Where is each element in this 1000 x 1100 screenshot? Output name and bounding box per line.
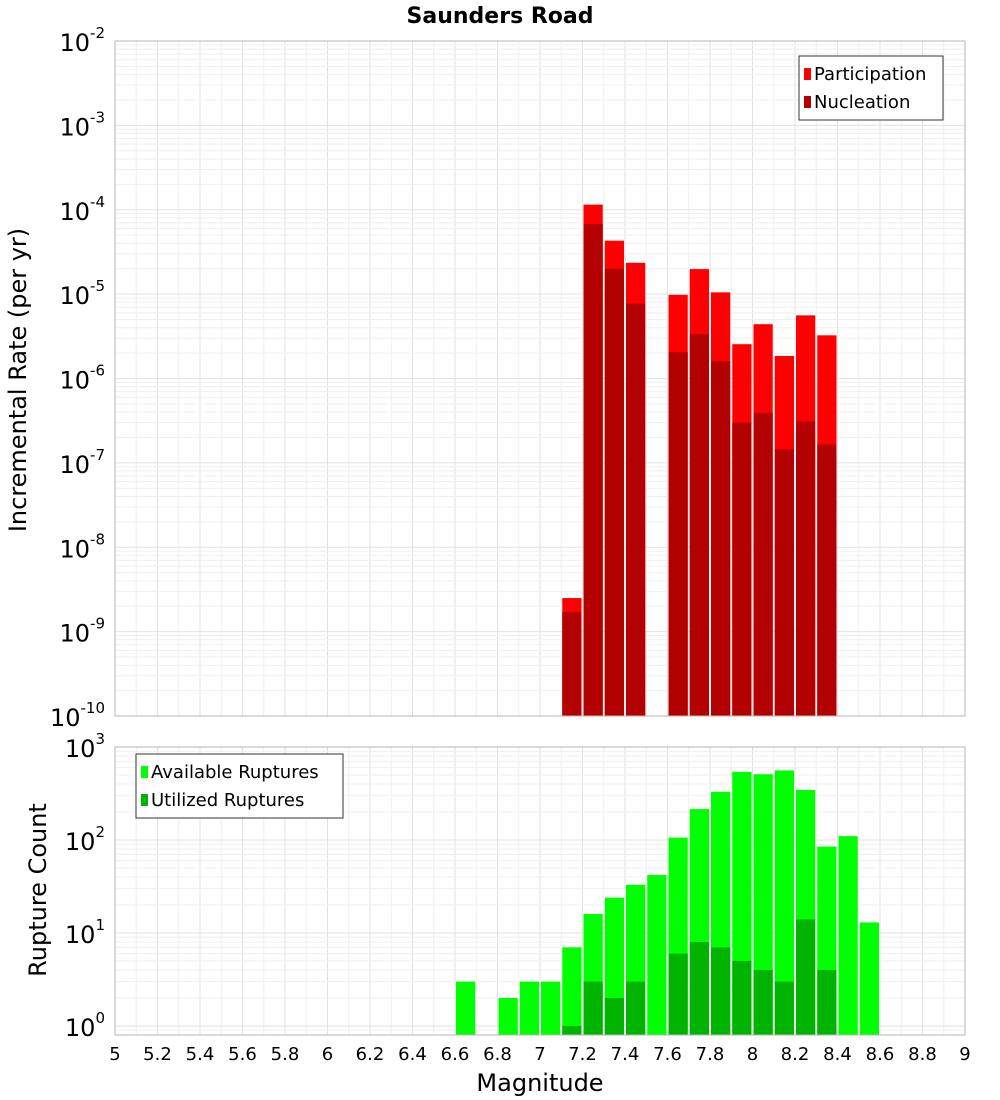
count-legend-label: Available Ruptures	[151, 762, 319, 783]
rate-bar-nucleation	[753, 413, 773, 716]
rate-y-tick-label: 10-4	[59, 193, 105, 226]
rate-plot-frame	[114, 40, 966, 717]
rate-bar-nucleation	[817, 444, 837, 716]
rate-grid	[115, 41, 965, 716]
x-tick-label: 7.8	[696, 1044, 725, 1065]
count-bars	[456, 770, 879, 1035]
x-tick-label: 6.8	[483, 1044, 512, 1065]
count-bar-utilized-ruptures	[668, 953, 688, 1035]
rate-bar-nucleation	[562, 612, 582, 716]
count-bar-utilized-ruptures	[562, 1025, 582, 1035]
rate-legend-box	[798, 55, 944, 121]
count-y-tick-label: 100	[65, 1009, 105, 1042]
x-tick-label: 6.6	[441, 1044, 470, 1065]
x-tick-label: 5.6	[228, 1044, 257, 1065]
x-tick-label: 9	[959, 1044, 970, 1065]
count-bar-utilized-ruptures	[583, 981, 603, 1035]
rate-y-tick-label: 10-8	[59, 530, 105, 563]
count-y-ticks: 100 101 102 103	[65, 730, 105, 1042]
rate-bar-nucleation	[796, 421, 816, 716]
count-bar-utilized-ruptures	[689, 942, 709, 1035]
x-tick-label: 7	[534, 1044, 545, 1065]
count-bar-available-ruptures	[838, 836, 858, 1035]
count-y-tick-label: 101	[65, 916, 105, 949]
count-bar-utilized-ruptures	[796, 919, 816, 1035]
rate-y-tick-label: 10-7	[59, 446, 105, 479]
rate-y-tick-label: 10-2	[59, 24, 105, 57]
rate-bar-nucleation	[732, 422, 752, 716]
count-bar-utilized-ruptures	[604, 997, 624, 1035]
rate-y-ticks: 10-10 10-9 10-8 10-7 10-6 10-5 10-4 10-3 10-2	[50, 24, 105, 732]
x-tick-label: 6	[322, 1044, 333, 1065]
count-plot-frame	[114, 746, 966, 1036]
count-legend-swatch	[141, 766, 148, 778]
count-bar-utilized-ruptures	[753, 969, 773, 1035]
x-tick-label: 8.6	[866, 1044, 895, 1065]
count-bar-utilized-ruptures	[711, 947, 731, 1035]
rate-bar-nucleation	[668, 352, 688, 716]
rate-y-tick-label: 10-3	[59, 108, 105, 141]
count-bar-available-ruptures	[541, 981, 561, 1035]
x-tick-label: 6.4	[398, 1044, 427, 1065]
rate-legend-swatch	[804, 68, 811, 80]
count-legend-swatch	[141, 794, 148, 806]
bottom-ylabel: Rupture Count	[24, 803, 52, 977]
rate-legend-label: Participation	[814, 64, 926, 85]
top-ylabel: Incremental Rate (per yr)	[4, 228, 32, 532]
rate-y-tick-label: 10-9	[59, 615, 105, 648]
rate-bar-nucleation	[689, 334, 709, 716]
count-legend: Available Ruptures Utilized Ruptures	[135, 753, 344, 819]
x-tick-label: 8.2	[781, 1044, 810, 1065]
count-bar-available-ruptures	[562, 947, 582, 1035]
count-bar-available-ruptures	[519, 981, 539, 1035]
x-axis-label: Magnitude	[476, 1069, 603, 1097]
rate-bar-nucleation	[711, 361, 731, 716]
x-tick-label: 5.4	[186, 1044, 215, 1065]
x-tick-label: 7.2	[568, 1044, 597, 1065]
x-ticks: 5 5.2 5.4 5.6 5.8 6 6.2 6.4 6.6 6.8 7 7.2 7.4 7.6 7.8 8…	[109, 1044, 970, 1065]
x-tick-label: 8	[747, 1044, 758, 1065]
rate-y-tick-label: 10-5	[59, 277, 105, 310]
count-bar-available-ruptures	[774, 770, 794, 1035]
rate-legend-label: Nucleation	[814, 92, 910, 113]
x-tick-label: 6.2	[356, 1044, 385, 1065]
rate-y-tick-label: 10-6	[59, 362, 105, 395]
count-legend-box	[135, 753, 344, 819]
rate-legend-swatch	[804, 96, 811, 108]
x-tick-label: 7.6	[653, 1044, 682, 1065]
rate-bar-nucleation	[604, 268, 624, 716]
rate-bars	[562, 204, 837, 717]
x-tick-label: 8.4	[823, 1044, 852, 1065]
count-bar-utilized-ruptures	[732, 960, 752, 1035]
rate-legend: Participation Nucleation	[798, 55, 944, 121]
rupture-count-panel: 100 101 102 103 5 5.2 5.4 5.6 5.8 6 6.2 6.4 6.6 6.8 7 7…	[65, 730, 971, 1065]
count-bar-available-ruptures	[753, 774, 773, 1035]
x-tick-label: 5.2	[143, 1044, 172, 1065]
x-tick-label: 7.4	[611, 1044, 640, 1065]
chart-title: Saunders Road	[407, 4, 594, 29]
count-bar-available-ruptures	[859, 922, 879, 1035]
x-tick-label: 5.8	[271, 1044, 300, 1065]
rate-bar-nucleation	[626, 303, 646, 716]
count-y-tick-label: 102	[65, 823, 105, 856]
count-bar-utilized-ruptures	[817, 969, 837, 1035]
count-legend-label: Utilized Ruptures	[151, 790, 304, 811]
count-bar-available-ruptures	[498, 997, 518, 1035]
count-bar-utilized-ruptures	[626, 981, 646, 1035]
count-bar-available-ruptures	[456, 981, 476, 1035]
count-bar-utilized-ruptures	[774, 981, 794, 1035]
x-tick-label: 8.8	[908, 1044, 937, 1065]
rate-panel: 10-10 10-9 10-8 10-7 10-6 10-5 10-4 10-3 10-2 Par…	[50, 24, 966, 732]
rate-bar-nucleation	[774, 449, 794, 716]
count-bar-available-ruptures	[647, 875, 667, 1035]
rate-bar-nucleation	[583, 223, 603, 716]
x-tick-label: 5	[109, 1044, 120, 1065]
rate-y-tick-label: 10-10	[50, 699, 105, 732]
count-y-tick-label: 103	[65, 730, 105, 763]
